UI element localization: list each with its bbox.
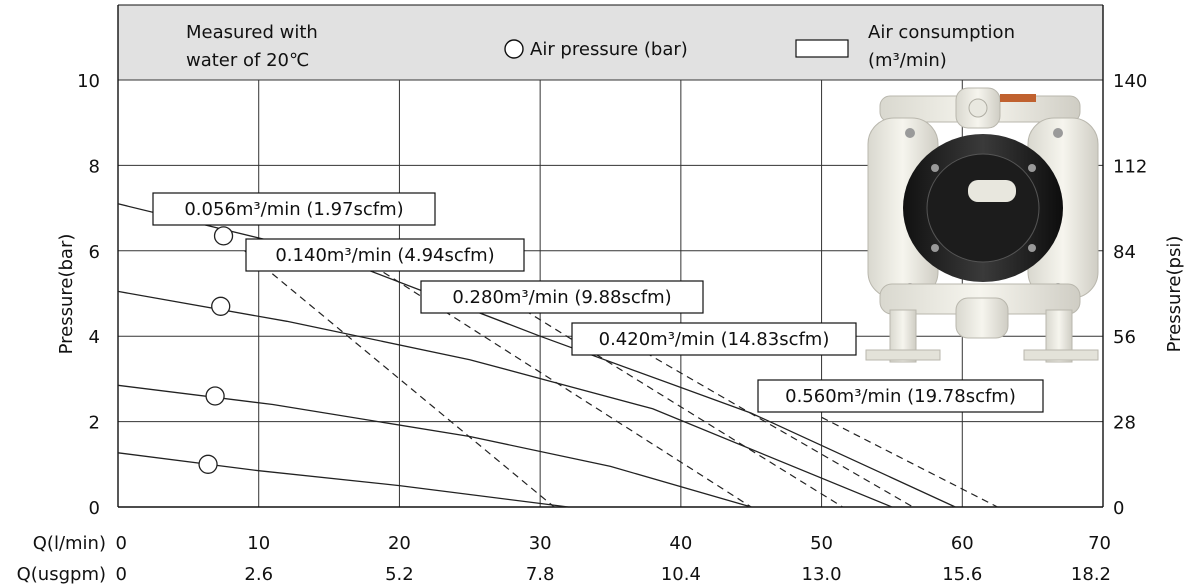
air-consumption-curve bbox=[624, 339, 914, 508]
air-consumption-label-box bbox=[245, 238, 525, 272]
x-tick-label: 70 bbox=[1088, 533, 1111, 554]
air-consumption-label-box bbox=[757, 379, 1044, 413]
air-pressure-marker bbox=[205, 386, 225, 406]
x2-tick-label: 5.2 bbox=[385, 564, 414, 585]
y-right-tick-label: 112 bbox=[1113, 156, 1147, 177]
curve-layer bbox=[117, 203, 998, 508]
y-tick-label: 2 bbox=[89, 413, 100, 434]
note-line-1: Measured with bbox=[186, 22, 318, 43]
y-right-tick-label: 140 bbox=[1113, 71, 1147, 92]
x2-tick-label: 13.0 bbox=[802, 564, 842, 585]
air-pressure-marker bbox=[211, 296, 231, 316]
x-tick-label: 50 bbox=[810, 533, 833, 554]
y-right-tick-label: 56 bbox=[1113, 327, 1136, 348]
air-consumption-label: 0.140m³/min (4.94scfm) bbox=[275, 245, 494, 266]
y-tick-label: 4 bbox=[89, 327, 100, 348]
x2-tick-label: 2.6 bbox=[244, 564, 273, 585]
note-line-2: water of 20℃ bbox=[186, 50, 309, 71]
air-pressure-curve bbox=[117, 203, 956, 508]
diaphragm-pump-image bbox=[865, 87, 1099, 363]
air-consumption-curve bbox=[821, 416, 998, 508]
air-consumption-label: 0.420m³/min (14.83scfm) bbox=[599, 329, 830, 350]
air-pressure-legend-marker bbox=[504, 39, 524, 59]
air-consumption-label: 0.560m³/min (19.78scfm) bbox=[785, 386, 1016, 407]
y-right-tick-label: 28 bbox=[1113, 413, 1136, 434]
x2-tick-label: 7.8 bbox=[526, 564, 555, 585]
air-pressure-marker bbox=[198, 454, 218, 474]
air-consumption-label-box bbox=[152, 192, 436, 226]
air-consumption-curve bbox=[483, 284, 844, 508]
air-consumption-label-box bbox=[571, 322, 857, 356]
air-consumption-label: 0.280m³/min (9.88scfm) bbox=[452, 287, 671, 308]
air-pressure-legend-label: Air pressure (bar) bbox=[530, 39, 688, 60]
y-tick-label: 0 bbox=[89, 498, 100, 519]
air-consumption-label: 0.056m³/min (1.97scfm) bbox=[184, 199, 403, 220]
air-consumption-label-box bbox=[420, 280, 704, 314]
label-layer: 0.056m³/min (1.97scfm) 0.140m³/min (4.94s… bbox=[152, 192, 1044, 413]
y-tick-label: 6 bbox=[89, 242, 100, 263]
y-axis-label: Pressure(bar) bbox=[56, 234, 77, 355]
x2-tick-label: 0 bbox=[116, 564, 127, 585]
x2-tick-label: 18.2 bbox=[1071, 564, 1111, 585]
x-tick-label: 40 bbox=[669, 533, 692, 554]
y-tick-label: 10 bbox=[77, 71, 100, 92]
air-pressure-curve bbox=[117, 452, 569, 508]
x-tick-label: 60 bbox=[951, 533, 974, 554]
x-tick-label: 0 bbox=[116, 533, 127, 554]
x2-tick-label: 10.4 bbox=[661, 564, 701, 585]
y-tick-label: 8 bbox=[89, 156, 100, 177]
y-right-axis-label: Pressure(psi) bbox=[1164, 236, 1185, 353]
air-consumption-legend-line2: (m³/min) bbox=[868, 50, 947, 71]
x-tick-label: 10 bbox=[247, 533, 270, 554]
air-pressure-marker bbox=[213, 226, 234, 246]
air-consumption-curve bbox=[342, 245, 752, 508]
air-consumption-legend-line1: Air consumption bbox=[868, 22, 1015, 43]
x-tick-label: 20 bbox=[388, 533, 411, 554]
air-consumption-curve bbox=[244, 250, 555, 508]
y-right-tick-label: 84 bbox=[1113, 242, 1136, 263]
air-consumption-legend-box bbox=[795, 39, 849, 58]
legend-header-band bbox=[118, 5, 1103, 80]
air-pressure-curve bbox=[117, 290, 893, 508]
x-tick-label: 30 bbox=[529, 533, 552, 554]
x-axis-label: Q(l/min) bbox=[33, 533, 106, 554]
x2-axis-label: Q(usgpm) bbox=[17, 564, 106, 585]
y-right-tick-label: 0 bbox=[1113, 498, 1124, 519]
x2-tick-label: 15.6 bbox=[942, 564, 982, 585]
